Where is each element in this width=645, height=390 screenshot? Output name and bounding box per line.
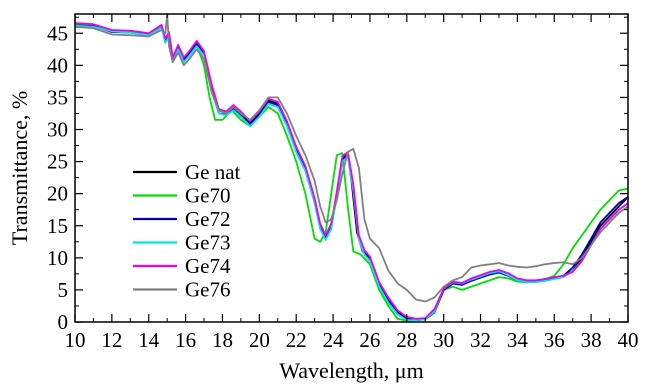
x-tick-label: 24 [323, 328, 345, 352]
y-tick-label: 45 [47, 21, 68, 45]
x-tick-label: 20 [249, 328, 270, 352]
axis-ticks: 10 12 14 16 18 20 22 24 26 28 30 32 34 36 38 40 0 5 10 15 20… [47, 14, 639, 352]
x-tick-label: 40 [618, 328, 639, 352]
plot-frame [74, 13, 629, 323]
x-tick-label: 12 [101, 328, 122, 352]
plot-lines [74, 13, 629, 322]
x-tick-label: 34 [507, 328, 529, 352]
legend-label: Ge nat [185, 160, 241, 184]
x-tick-label: 32 [470, 328, 491, 352]
legend-label: Ge73 [185, 231, 231, 255]
y-tick-label: 15 [47, 214, 68, 238]
x-axis-title: Wavelength, μm [279, 358, 423, 383]
y-tick-label: 35 [47, 85, 68, 109]
legend-label: Ge74 [185, 254, 231, 278]
x-tick-label: 22 [286, 328, 307, 352]
legend-label: Ge72 [185, 207, 231, 231]
x-tick-label: 30 [433, 328, 454, 352]
x-tick-label: 28 [396, 328, 417, 352]
y-tick-label: 10 [47, 246, 68, 270]
x-tick-label: 26 [359, 328, 380, 352]
y-tick-label: 0 [58, 310, 69, 334]
y-tick-label: 40 [47, 53, 68, 77]
y-axis-title: Transmittance, % [7, 91, 32, 245]
y-tick-label: 25 [47, 150, 68, 174]
y-tick-label: 5 [58, 278, 69, 302]
x-tick-label: 36 [544, 328, 565, 352]
x-tick-label: 14 [138, 328, 160, 352]
y-tick-label: 20 [47, 182, 68, 206]
y-tick-label: 30 [47, 118, 68, 142]
x-tick-label: 18 [212, 328, 233, 352]
legend-label: Ge70 [185, 184, 231, 208]
x-tick-label: 10 [65, 328, 86, 352]
legend-label: Ge76 [185, 278, 231, 302]
x-tick-label: 16 [175, 328, 196, 352]
x-tick-label: 38 [581, 328, 602, 352]
series-line-ge76 [74, 13, 629, 303]
